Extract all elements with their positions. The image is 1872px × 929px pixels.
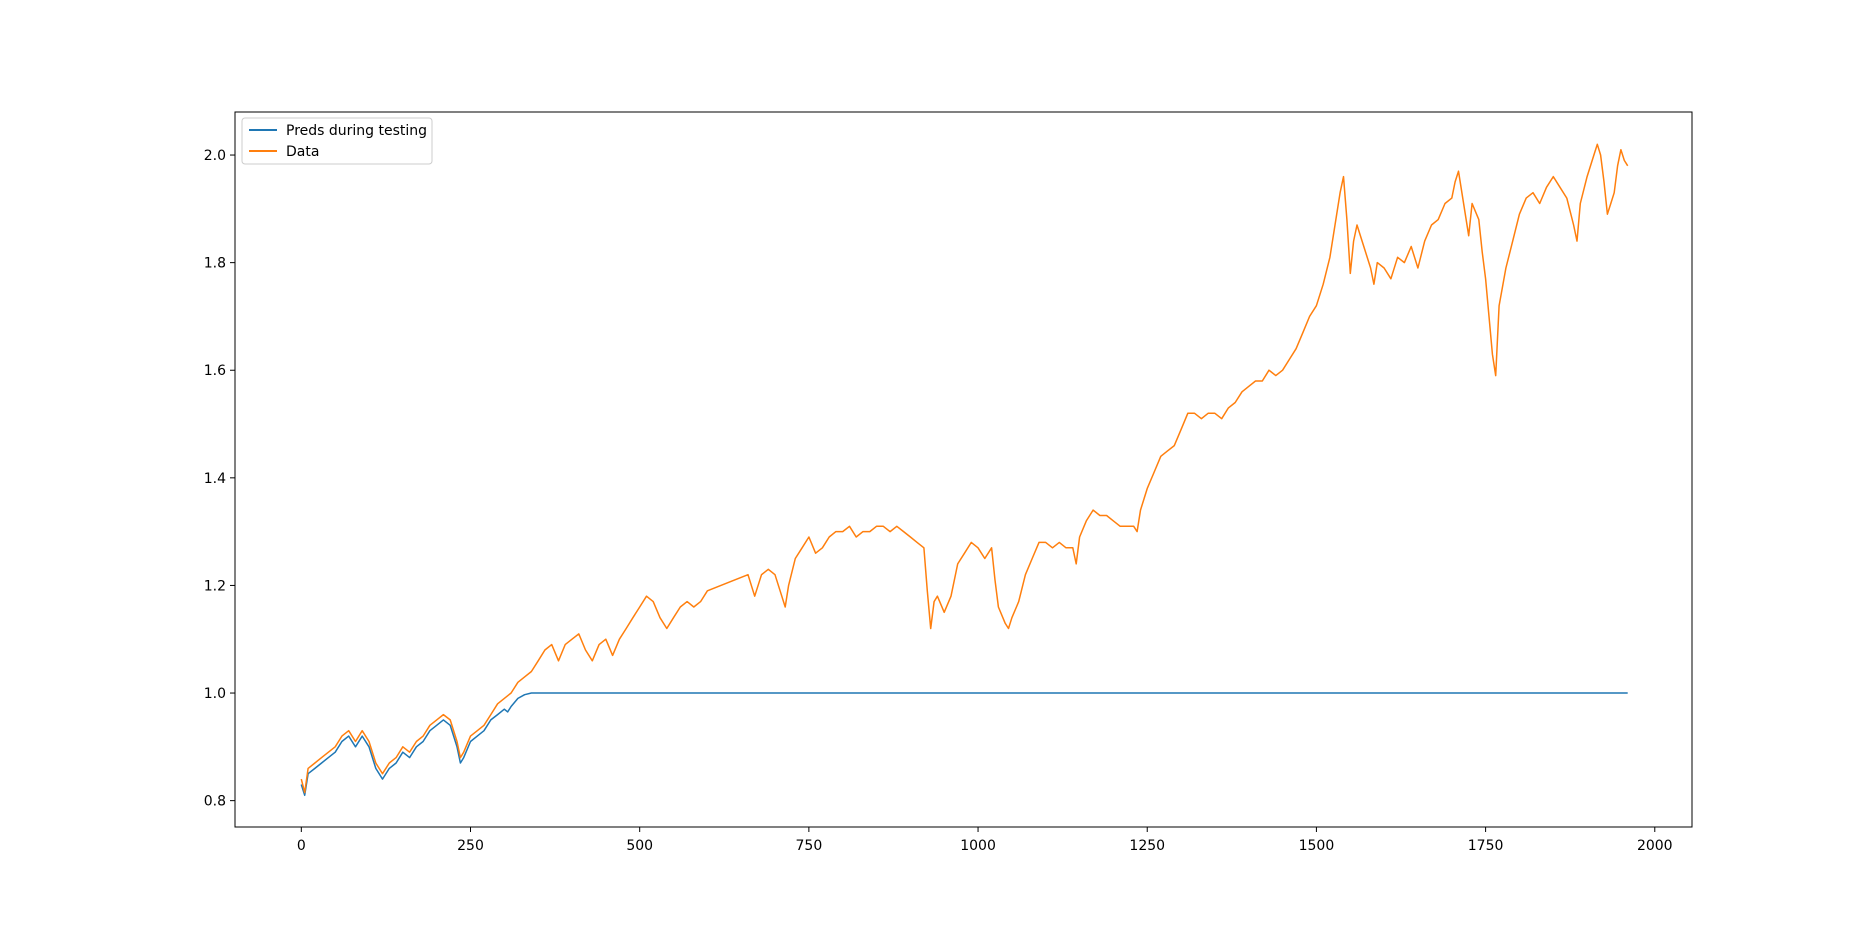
y-tick-label-4: 1.6 <box>204 363 226 379</box>
y-tick-label-2: 1.2 <box>204 578 226 594</box>
y-tick-label-6: 2.0 <box>204 148 226 164</box>
x-tick-label-7: 1750 <box>1468 838 1504 854</box>
x-tick-label-5: 1250 <box>1129 838 1165 854</box>
x-tick-label-0: 0 <box>297 838 306 854</box>
x-tick-label-8: 2000 <box>1637 838 1673 854</box>
x-tick-label-4: 1000 <box>960 838 996 854</box>
x-tick-label-2: 500 <box>626 838 653 854</box>
legend: Preds during testing Data <box>241 117 433 165</box>
y-tick-label-3: 1.4 <box>204 471 226 487</box>
series-line-1 <box>300 143 1629 794</box>
legend-label-0: Preds during testing <box>286 123 427 139</box>
legend-box <box>241 117 433 165</box>
y-tick-label-1: 1.0 <box>204 686 226 702</box>
series-line-0 <box>300 692 1628 797</box>
y-axis: 0.8 1.0 1.2 1.4 1.6 1.8 2.0 <box>204 148 235 810</box>
plot-area-frame <box>234 111 1693 828</box>
x-tick-label-3: 750 <box>796 838 823 854</box>
y-tick-label-5: 1.8 <box>204 256 226 272</box>
y-tick-label-0: 0.8 <box>204 794 226 810</box>
legend-label-1: Data <box>286 144 319 160</box>
series-layer <box>300 143 1629 797</box>
x-tick-label-6: 1500 <box>1299 838 1335 854</box>
x-axis: 0 250 500 750 1000 1250 1500 1750 2000 <box>297 827 1673 854</box>
x-tick-label-1: 250 <box>457 838 484 854</box>
